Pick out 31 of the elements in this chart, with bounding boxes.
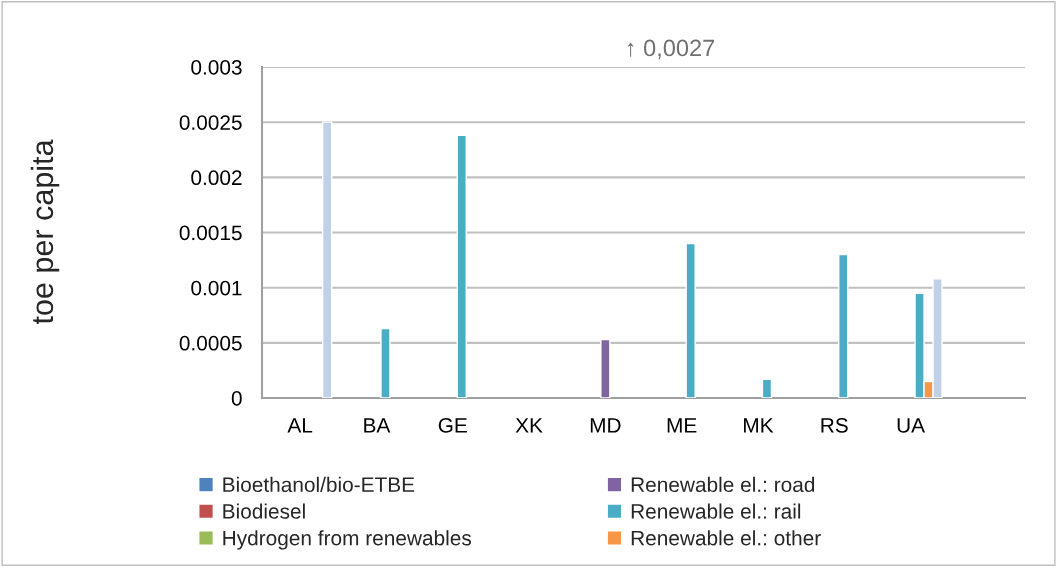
- y-axis-title: toe per capita: [30, 139, 60, 325]
- bar: [600, 338, 611, 398]
- x-tick-label: MD: [590, 418, 621, 433]
- legend-label: Biodiesel: [223, 503, 305, 519]
- legend-label: Renewable el.: road: [631, 476, 815, 493]
- legend-label: Bioethanol/bio-ETBE: [223, 476, 415, 493]
- legend-label: Hydrogen from renewables: [223, 530, 472, 550]
- legend-label: Renewable el.: rail: [631, 503, 801, 519]
- bar: [380, 327, 391, 398]
- x-tick-label: RS: [821, 417, 848, 433]
- text: ↑ 0,0027: [627, 39, 715, 60]
- bar: [761, 378, 773, 398]
- x-tick-label: UA: [897, 418, 925, 433]
- bar: [456, 134, 467, 398]
- y-tick-label: 0.0025: [179, 115, 242, 130]
- x-tick-label: ME: [667, 418, 697, 433]
- y-tick-label: 0.003: [191, 60, 242, 75]
- y-tick-label: 0.002: [191, 170, 242, 186]
- y-tick-label: 0.0015: [179, 225, 242, 241]
- bar: [685, 242, 696, 398]
- bar: [838, 253, 849, 398]
- y-tick-label: 0.001: [191, 280, 242, 296]
- y-tick-label: 0.0005: [179, 335, 242, 351]
- x-tick-label: AL: [287, 418, 313, 433]
- x-tick-label: MK: [744, 418, 774, 433]
- x-tick-label: XK: [515, 418, 543, 433]
- y-tick-label: 0: [231, 391, 242, 406]
- x-tick-label: BA: [364, 418, 391, 433]
- legend-label: Renewable el.: other: [631, 530, 821, 546]
- bar: [321, 121, 333, 398]
- x-tick-label: GE: [438, 417, 467, 433]
